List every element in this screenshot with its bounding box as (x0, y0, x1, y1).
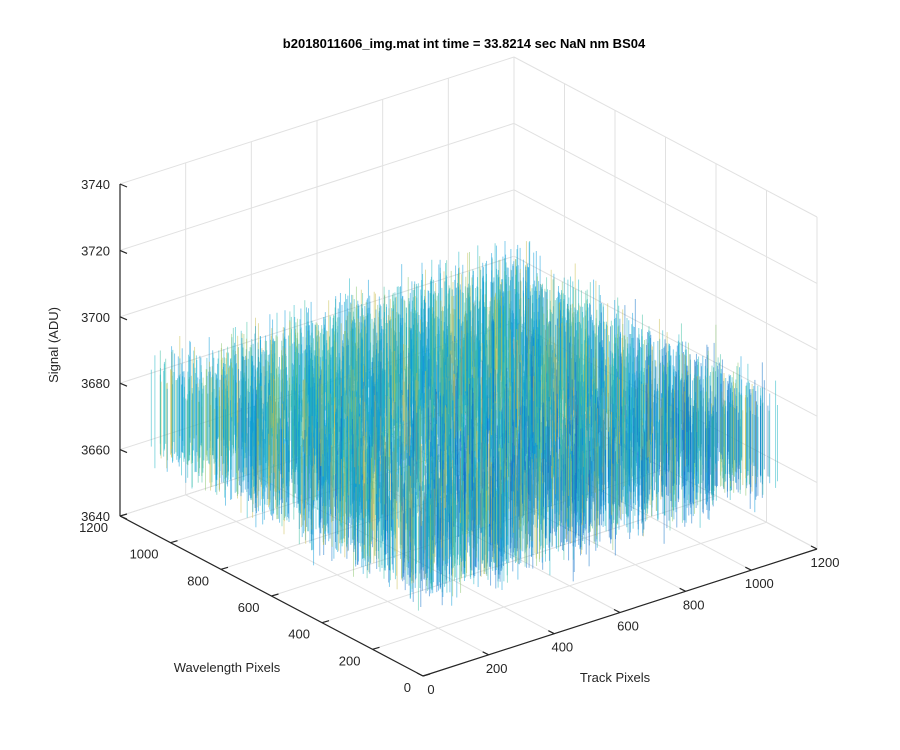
grid-line (513, 56, 818, 218)
surface-plot (150, 241, 778, 611)
grid-line (119, 56, 515, 185)
grid-line (119, 122, 515, 251)
grid-line (372, 521, 767, 650)
grid-line (119, 189, 515, 318)
grid-line (119, 255, 515, 384)
grid-line (513, 122, 818, 284)
grid-line (513, 189, 818, 351)
